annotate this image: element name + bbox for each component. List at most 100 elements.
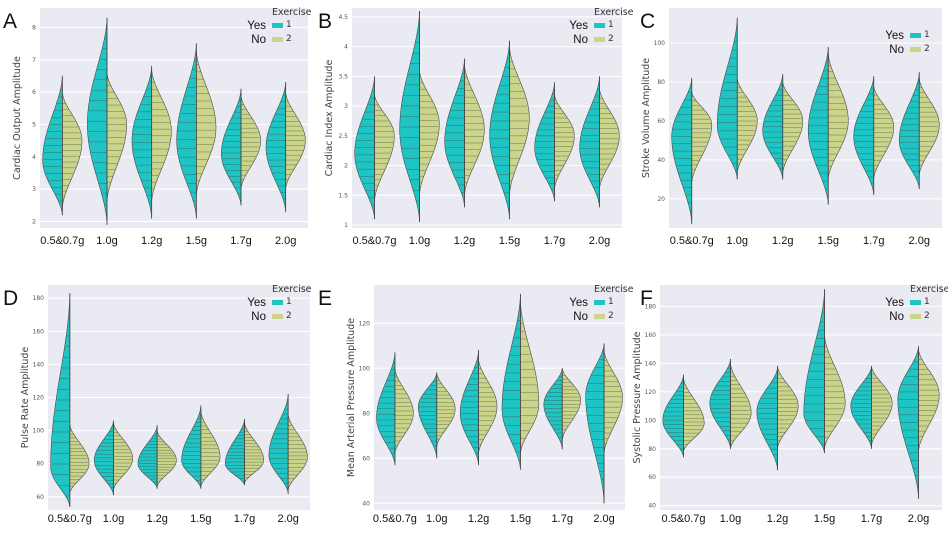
y-tick-label: 60	[657, 118, 665, 125]
x-tick-label: 1.7g	[861, 513, 882, 525]
y-tick-label: 20	[657, 196, 665, 203]
legend-code: 2	[286, 34, 292, 44]
y-tick-label: 80	[36, 461, 44, 468]
legend: Exercise Yes 1 No 2	[247, 284, 311, 323]
legend-label-yes: Yes	[885, 30, 904, 42]
x-tick-label: 2.0g	[275, 235, 296, 247]
y-tick-label: 180	[645, 303, 657, 310]
legend-title: Exercise	[594, 284, 634, 295]
panel-A: 2 3 4 5 6 7 8 A Cardiac Output Amplitude 0.5&0.7g…	[3, 7, 312, 247]
legend-label-yes: Yes	[569, 297, 588, 309]
y-tick-label: 160	[33, 328, 45, 335]
x-tick-label: 1.5g	[818, 235, 839, 247]
legend-title: Exercise	[272, 284, 312, 295]
y-tick-label: 5	[32, 121, 36, 128]
panel-letter: D	[3, 287, 18, 310]
legend-code: 1	[924, 297, 930, 307]
legend-swatch	[594, 37, 605, 42]
legend: Exercise Yes 1 No 2	[247, 7, 311, 46]
y-tick-label: 7	[32, 57, 36, 64]
plot-background	[352, 8, 622, 228]
x-tick-label: 1.0g	[426, 513, 447, 525]
y-axis-label: Systolic Pressure Amplitude	[632, 331, 643, 463]
x-tick-label: 0.5&0.7g	[48, 513, 92, 525]
plot-background	[660, 285, 942, 510]
legend-label-yes: Yes	[247, 297, 266, 309]
legend-label-no: No	[251, 34, 266, 46]
x-tick-label: 0.5&0.7g	[352, 235, 396, 247]
y-tick-label: 100	[654, 40, 666, 47]
y-tick-label: 100	[33, 428, 45, 435]
legend-swatch	[910, 33, 921, 38]
plot-background	[374, 285, 625, 510]
y-tick-label: 80	[657, 79, 665, 86]
y-tick-label: 60	[362, 455, 370, 462]
legend-swatch	[594, 300, 605, 305]
legend-label-yes: Yes	[885, 297, 904, 309]
plot-background	[669, 8, 942, 228]
x-tick-label: 2.0g	[909, 235, 930, 247]
y-tick-label: 4	[32, 154, 36, 161]
x-tick-label: 1.7g	[863, 235, 884, 247]
panel-B: 1 1.5 2 2.5 3 3.5 4 4.5 B Cardiac Index Amplitude…	[318, 7, 634, 247]
plot-background	[40, 8, 308, 228]
x-tick-label: 1.2g	[146, 513, 167, 525]
y-tick-label: 3.5	[338, 73, 348, 80]
y-tick-label: 1	[344, 222, 348, 229]
x-tick-label: 1.0g	[409, 235, 430, 247]
panel-letter: E	[318, 287, 332, 310]
legend-label-yes: Yes	[247, 20, 266, 32]
legend-swatch	[594, 23, 605, 28]
y-tick-label: 2.5	[338, 133, 348, 140]
legend-label-no: No	[573, 34, 588, 46]
legend-swatch	[272, 300, 283, 305]
x-tick-label: 1.0g	[720, 513, 741, 525]
legend-swatch	[272, 314, 283, 319]
legend: Yes 1 No 2	[885, 30, 930, 56]
legend-swatch	[272, 23, 283, 28]
legend-title: Exercise	[272, 7, 312, 18]
x-tick-label: 2.0g	[908, 513, 929, 525]
x-tick-label: 1.5g	[510, 513, 531, 525]
y-tick-label: 40	[362, 500, 370, 507]
panel-D: 60 80 100 120 140 160 180 D Pulse Rate Amplitude…	[3, 284, 312, 525]
y-tick-label: 80	[362, 410, 370, 417]
y-tick-label: 4.5	[338, 14, 348, 21]
y-tick-label: 140	[645, 360, 657, 367]
x-tick-label: 1.5g	[190, 513, 211, 525]
legend-swatch	[272, 37, 283, 42]
y-tick-label: 120	[33, 395, 45, 402]
legend-code: 1	[924, 30, 930, 40]
x-tick-label: 2.0g	[593, 513, 614, 525]
legend-code: 2	[924, 311, 930, 321]
panel-C: 20 40 60 80 100 C Stroke Volume Amplitude 0.5&0…	[640, 8, 942, 247]
panel-letter: C	[640, 10, 655, 33]
panel-letter: F	[640, 287, 653, 310]
y-tick-label: 120	[359, 320, 371, 327]
legend-label-no: No	[573, 311, 588, 323]
x-tick-label: 1.5g	[186, 235, 207, 247]
y-axis-label: Cardiac Index Amplitude	[324, 59, 335, 176]
x-tick-label: 0.5&0.7g	[670, 235, 714, 247]
x-tick-label: 1.2g	[772, 235, 793, 247]
y-tick-label: 3	[32, 186, 36, 193]
legend-code: 2	[924, 44, 930, 54]
x-tick-label: 1.0g	[727, 235, 748, 247]
y-tick-label: 2	[32, 219, 36, 226]
legend-code: 1	[286, 20, 292, 30]
y-tick-label: 100	[359, 365, 371, 372]
y-tick-label: 100	[645, 417, 657, 424]
y-tick-label: 4	[344, 44, 348, 51]
legend-swatch	[910, 300, 921, 305]
y-tick-label: 80	[648, 446, 656, 453]
x-tick-label: 1.5g	[814, 513, 835, 525]
panel-E: 40 60 80 100 120 E Mean Arterial Pressure Ampl…	[318, 284, 634, 525]
x-tick-label: 0.5&0.7g	[373, 513, 417, 525]
x-tick-label: 1.2g	[454, 235, 475, 247]
y-tick-label: 3	[344, 103, 348, 110]
x-tick-label: 2.0g	[589, 235, 610, 247]
x-tick-label: 1.0g	[103, 513, 124, 525]
y-tick-label: 60	[648, 474, 656, 481]
